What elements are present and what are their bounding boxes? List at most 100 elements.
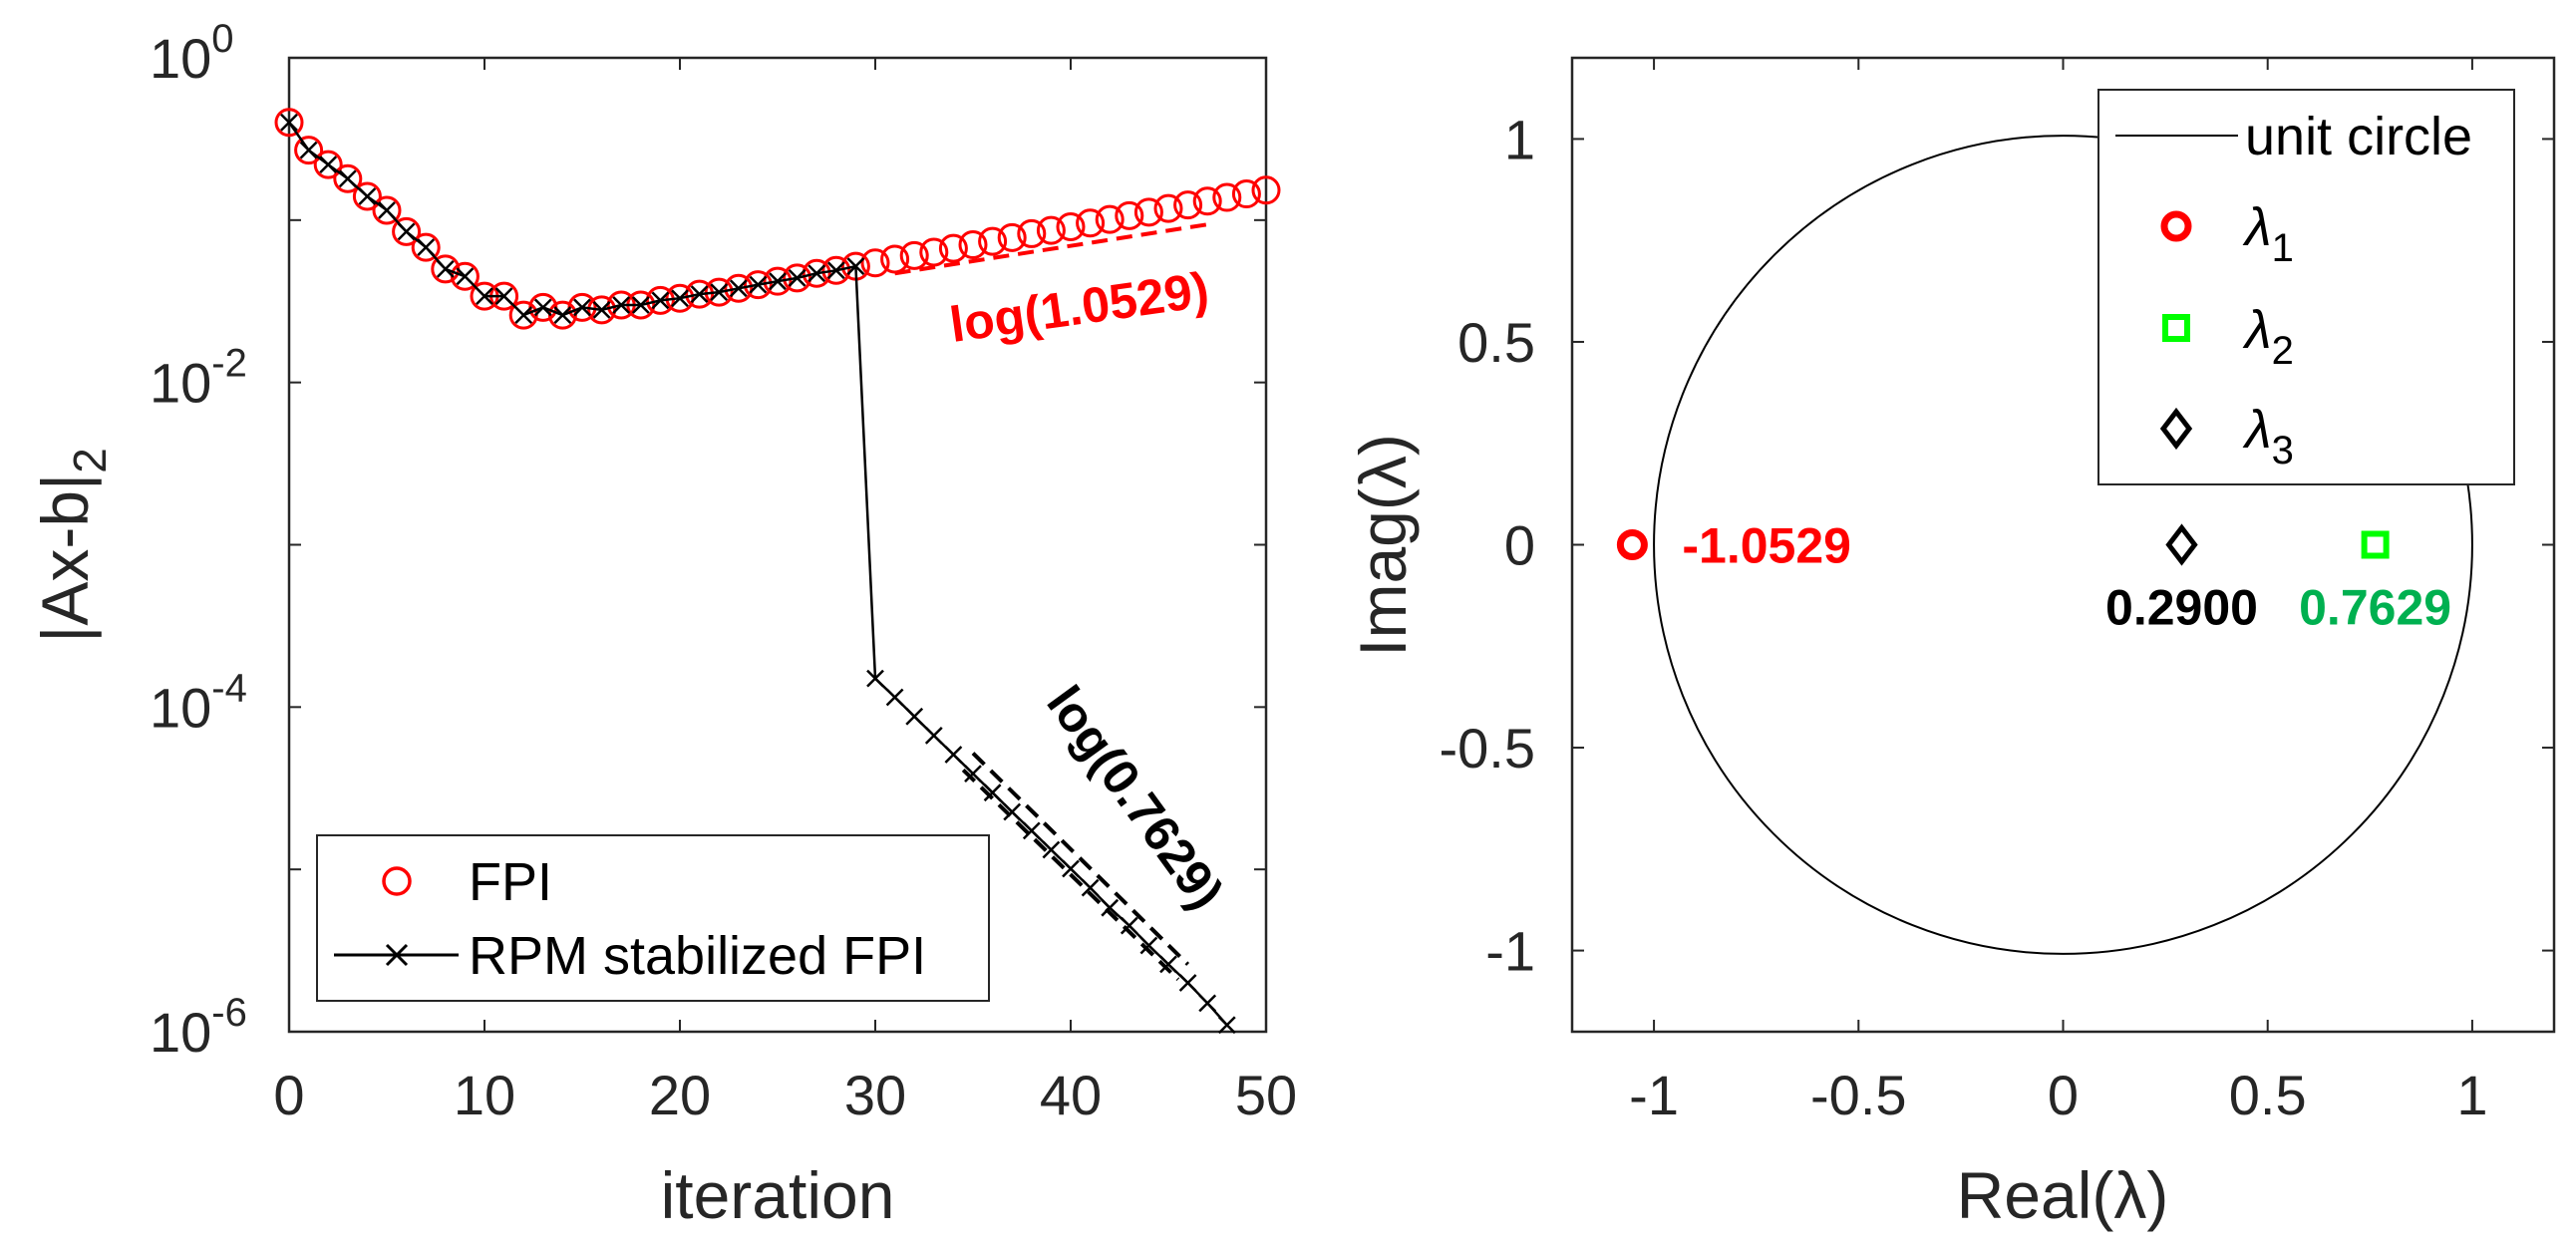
eigenvalue-chart: -1 -1 -0.5 -0.5 0 0 0.5 0.5 1 1 -1.0529 0.7629 0.29… (1346, 56, 2556, 1232)
fpi-point (685, 279, 715, 309)
x-axis-label-right: Real(λ) (1957, 1158, 2169, 1232)
fpi-point (665, 283, 695, 313)
fpi-point (1133, 197, 1163, 227)
y-tick-label: 0 (1504, 514, 1535, 577)
eigenvalue-label-lambda1: -1.0529 (1682, 518, 1851, 574)
rpm-point (710, 283, 729, 301)
fpi-point (333, 163, 363, 193)
y-axis-label: |Ax-b|2 (28, 448, 116, 643)
eigenvalue-label-lambda2: 0.7629 (2299, 580, 2451, 636)
rpm-point (1178, 974, 1197, 992)
y-tick-base: 10 (150, 1001, 211, 1064)
fpi-point (938, 233, 968, 263)
x-tick-label: 10 (454, 1064, 515, 1126)
rpm-point (280, 113, 298, 132)
ref-label-fpi: log(1.0529) (946, 261, 1211, 353)
y-tick-base: 10 (150, 352, 211, 415)
fpi-point (1251, 175, 1281, 205)
y-tick-label: 10-6 (150, 991, 247, 1064)
legend-lambda1-sub: 1 (2272, 226, 2294, 270)
rpm-point (378, 201, 396, 219)
rpm-point (1003, 802, 1022, 821)
x-tick-label: 50 (1235, 1064, 1297, 1126)
x-tick-label: -0.5 (1810, 1064, 1907, 1126)
rpm-point (924, 726, 943, 745)
rpm-point (1101, 898, 1120, 917)
legend-marker-lambda1 (2160, 210, 2192, 242)
fpi-point (802, 258, 831, 288)
rpm-point (1042, 840, 1061, 859)
fpi-point (724, 273, 754, 303)
rpm-point (1198, 994, 1217, 1013)
legend-label-lambda2: λ2 (2242, 300, 2294, 373)
legend-label-lambda3: λ3 (2242, 400, 2294, 472)
rpm-point (494, 287, 513, 306)
y-tick-label: -1 (1485, 920, 1535, 983)
x-tick-label: 0 (273, 1064, 304, 1126)
eigenvalue-label-lambda3: 0.2900 (2105, 580, 2258, 636)
fpi-point (997, 222, 1027, 252)
fpi-point (763, 266, 793, 296)
rpm-point (983, 783, 1002, 802)
rpm-point (671, 289, 689, 308)
y-axis-label-sub: 2 (64, 448, 116, 473)
legend-lambda2-symbol: λ (2242, 300, 2272, 360)
legend: FPI RPM stabilized FPI (316, 834, 990, 1002)
rpm-point (573, 298, 591, 317)
x-tick-label: 0 (2048, 1064, 2079, 1126)
fpi-point (899, 240, 929, 270)
rpm-point (319, 156, 338, 173)
fpi-point (783, 263, 812, 293)
legend-lambda1-symbol: λ (2242, 197, 2272, 257)
fpi-point (919, 237, 949, 267)
rpm-point (1139, 936, 1158, 955)
fpi-point (1231, 179, 1261, 209)
fpi-point (880, 244, 910, 274)
legend-lambda3-sub: 3 (2272, 429, 2294, 472)
rpm-point (476, 287, 493, 306)
x-tick-label: -1 (1629, 1064, 1679, 1126)
y-axis-label-main: |Ax-b| (28, 473, 102, 643)
eigenvalue-point-lambda1 (1616, 529, 1648, 560)
fpi-point (1115, 200, 1144, 230)
rpm-point (631, 296, 650, 314)
legend-marker-rpm (385, 943, 409, 967)
fpi-point (352, 181, 382, 211)
rpm-point (866, 669, 884, 688)
rpm-point (690, 285, 709, 303)
rpm-point (436, 259, 455, 278)
y-tick-exponent: 0 (211, 17, 233, 61)
legend-marker-fpi (382, 866, 412, 896)
rpm-point (729, 279, 748, 298)
rpm-point (788, 269, 806, 287)
y-tick-base: 10 (150, 27, 211, 90)
fpi-point (274, 108, 304, 138)
y-tick-label: 10-4 (150, 666, 247, 739)
y-tick-label: 0.5 (1457, 311, 1535, 374)
y-tick-label: 1 (1504, 108, 1535, 170)
fpi-point (372, 195, 402, 225)
rpm-point (651, 291, 670, 310)
fpi-point (1017, 218, 1047, 248)
legend-marker-lambda2 (2162, 314, 2190, 342)
unit-circle (1653, 135, 2473, 955)
reference-line (894, 222, 1208, 276)
rpm-point (358, 187, 377, 205)
eigenvalue-point-lambda3 (2165, 523, 2198, 566)
rpm-point (905, 707, 924, 726)
rpm-point (533, 298, 552, 317)
y-tick-exponent: -2 (211, 342, 247, 386)
legend-label-rpm: RPM stabilized FPI (469, 926, 926, 986)
fpi-point (743, 270, 773, 300)
fpi-point (1056, 212, 1086, 242)
reference-line (961, 768, 1180, 981)
rpm-point (807, 264, 826, 283)
y-tick-exponent: -6 (211, 991, 247, 1035)
fpi-point (392, 216, 422, 246)
fpi-point (860, 248, 890, 278)
y-tick-label: 100 (150, 17, 234, 90)
rpm-point (846, 257, 865, 275)
fpi-point (645, 285, 675, 315)
x-tick-label: 20 (649, 1064, 711, 1126)
rpm-point (553, 306, 572, 324)
